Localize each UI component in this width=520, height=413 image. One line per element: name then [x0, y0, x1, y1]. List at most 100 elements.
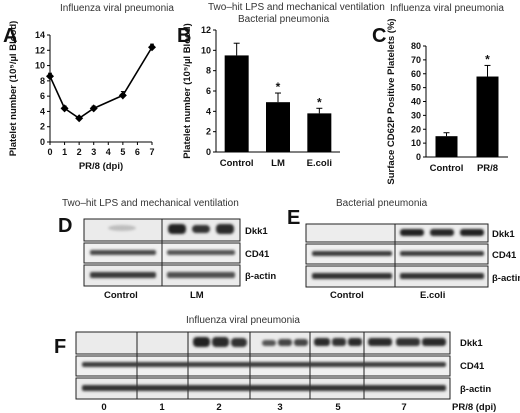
panel-f-title: Influenza viral pneumonia	[186, 315, 300, 326]
band	[82, 362, 446, 367]
panel-f: Influenza viral pneumonia F	[54, 315, 496, 413]
chart-a-xtick-label: 0	[47, 147, 52, 157]
chart-b-ylabel: Platelet number (10⁵/µl Blood)	[182, 23, 193, 159]
panel-e-title: Bacterial pneumonia	[336, 198, 428, 209]
chart-a-point	[46, 72, 54, 81]
chart-a-ylabel: Platelet number (10⁵/µl Blood)	[8, 21, 19, 157]
chart-a-series-line	[49, 46, 153, 120]
blot-f-row-dkk1: Dkk1	[460, 338, 483, 349]
chart-b-ytick-label: 2	[206, 127, 211, 137]
panel-e-letter: E	[287, 207, 300, 229]
panel-a-title: Influenza viral pneumonia	[60, 3, 174, 14]
panel-c: Influenza viral pneumonia C 0 10 20 30 40 50 6…	[372, 3, 508, 185]
chart-a-ytick-label: 8	[40, 76, 45, 86]
panel-f-letter: F	[54, 336, 66, 358]
band	[262, 340, 276, 346]
band	[312, 273, 392, 279]
chart-a-xtick-label: 5	[120, 147, 125, 157]
blot-f-bands	[82, 337, 446, 391]
chart-c-significance-mark: *	[485, 52, 490, 66]
panel-d-blot	[83, 218, 241, 287]
band	[192, 225, 210, 233]
chart-a-xtick-label: 7	[149, 147, 154, 157]
band	[82, 385, 446, 391]
band	[368, 338, 392, 346]
band	[167, 250, 235, 255]
chart-b-ytick-label: 4	[206, 106, 211, 116]
band	[167, 272, 235, 278]
panel-f-blot	[75, 331, 451, 400]
chart-a-ytick-label: 6	[40, 91, 45, 101]
chart-b-ytick-label: 6	[206, 86, 211, 96]
chart-c-ytick-label: 50	[411, 83, 421, 93]
chart-b-significance-mark: *	[276, 80, 281, 94]
chart-a-xlabel: PR/8 (dpi)	[79, 161, 123, 172]
chart-a-ytick-label: 0	[40, 137, 45, 147]
chart-a-xtick-label: 2	[77, 147, 82, 157]
chart-a-xtick-label: 6	[135, 147, 140, 157]
panel-c-chart: 0 10 20 30 40 50 60 70 80 Surface CD62P Positive …	[386, 18, 508, 185]
blot-e-cd41-strip	[305, 243, 489, 265]
blot-d-row-actin: β-actin	[245, 271, 276, 282]
panel-b-title-line2: Bacterial pneumonia	[238, 14, 330, 25]
blot-e-group-control: Control	[330, 290, 364, 301]
panel-b-chart: 0 2 4 6 8 10 12 Platelet number (10⁵/µl Blood) C…	[182, 23, 340, 169]
band	[231, 338, 247, 347]
chart-c-bar	[476, 76, 499, 157]
chart-b-ytick-label: 0	[206, 147, 211, 157]
chart-c-ytick-label: 30	[411, 110, 421, 120]
blot-e-row-cd41: CD41	[492, 250, 517, 261]
panel-e-blot	[305, 223, 489, 288]
chart-a-point	[60, 104, 69, 113]
panel-e: Bacterial pneumonia E Dkk1 CD41 β-actin …	[287, 198, 520, 301]
chart-c-bar	[435, 136, 458, 157]
panel-a-letter: A	[3, 25, 17, 47]
blot-e-bands	[312, 229, 484, 279]
chart-c-ytick-label: 40	[411, 97, 421, 107]
chart-a-xtick-label: 1	[62, 147, 67, 157]
blot-f-lane-0: 0	[101, 402, 106, 413]
chart-a-point	[148, 43, 156, 52]
panel-b: Two–hit LPS and mechanical ventilation B…	[177, 2, 385, 169]
chart-a-ytick-label: 10	[35, 61, 45, 71]
panel-b-letter: B	[177, 25, 191, 47]
blot-d-group-control: Control	[104, 290, 138, 301]
band	[460, 229, 484, 236]
chart-c-ytick-label: 0	[416, 152, 421, 162]
blot-f-lane-3: 3	[277, 402, 282, 413]
chart-c-xtick-label: Control	[430, 163, 464, 174]
chart-a-xtick-label: 3	[91, 147, 96, 157]
chart-b-ytick-label: 10	[201, 45, 211, 55]
band	[278, 339, 292, 346]
blot-f-row-actin: β-actin	[460, 384, 491, 395]
band	[332, 338, 346, 346]
band	[90, 272, 156, 278]
band	[108, 225, 136, 231]
chart-a-xtick-label: 4	[106, 147, 111, 157]
band	[400, 273, 484, 279]
band	[216, 224, 234, 234]
blot-e-group-ecoli: E.coli	[420, 290, 445, 301]
blot-f-lane-1: 1	[159, 402, 165, 413]
blot-e-dkk1-strip	[305, 223, 489, 243]
blot-e-row-dkk1: Dkk1	[492, 229, 515, 240]
band	[422, 338, 446, 346]
blot-e-actin-strip	[305, 265, 489, 288]
blot-f-row-cd41: CD41	[460, 361, 485, 372]
chart-c-ytick-label: 70	[411, 55, 421, 65]
chart-b-xtick-label: E.coli	[307, 158, 332, 169]
chart-b-ytick-label: 8	[206, 66, 211, 76]
blot-d-group-lm: LM	[190, 290, 204, 301]
blot-d-bands	[90, 224, 235, 278]
band	[396, 338, 420, 346]
blot-f-lane-2: 2	[216, 402, 221, 413]
chart-a-ytick-label: 4	[40, 106, 45, 116]
chart-c-xtick-label: PR/8	[477, 163, 498, 174]
panel-b-title-line1: Two–hit LPS and mechanical ventilation	[208, 2, 385, 13]
band	[400, 229, 424, 236]
chart-c-ytick-label: 20	[411, 124, 421, 134]
chart-c-ytick-label: 10	[411, 138, 421, 148]
chart-a-ytick-label: 2	[40, 122, 45, 132]
